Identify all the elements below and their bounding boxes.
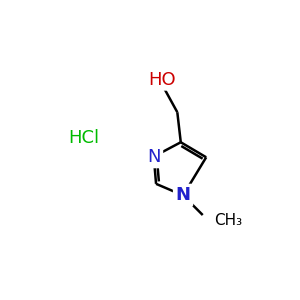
Text: N: N — [147, 148, 160, 166]
Text: N: N — [176, 186, 190, 204]
Text: CH₃: CH₃ — [214, 213, 242, 228]
Text: HCl: HCl — [68, 129, 99, 147]
Text: HO: HO — [148, 71, 176, 89]
